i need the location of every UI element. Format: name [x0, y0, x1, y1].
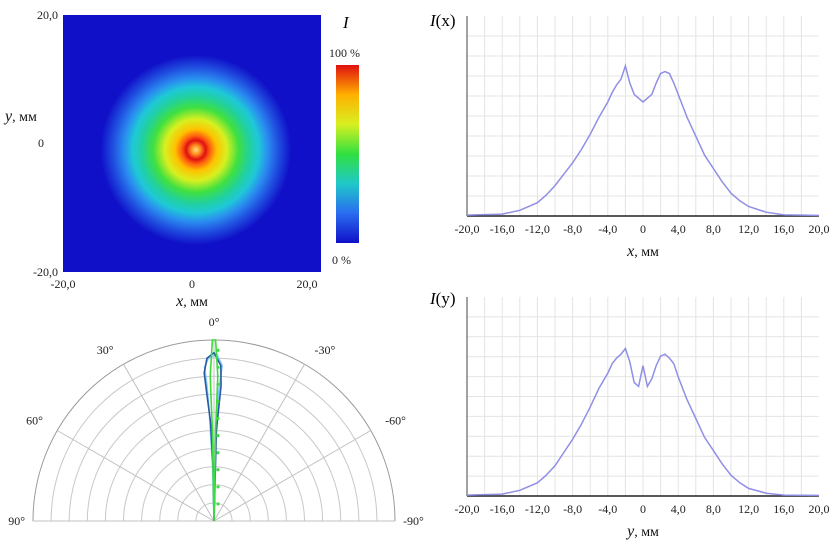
x-tick-label: -20,0 [455, 502, 480, 516]
polar-curves [203, 339, 223, 522]
x-tick-label: 20,0 [809, 502, 830, 516]
heatmap-ytick-bottom: -20,0 [33, 265, 58, 279]
polar-angle-label: -30° [315, 343, 336, 357]
x-tick-label: 4,0 [671, 222, 686, 236]
polar-marker [216, 365, 220, 369]
x-tick-label: 8,0 [706, 502, 721, 516]
heatmap-panel: -20,0 0 20,0 20,0 0 -20,0 x, мм y, мм I … [3, 8, 360, 310]
iy-title: I(y) [429, 289, 456, 308]
x-tick-label: -16,0 [490, 222, 515, 236]
colorbar-max-label: 100 % [329, 46, 360, 60]
heatmap-xtick-right: 20,0 [297, 277, 318, 291]
ix-xlabel-unit: , мм [634, 245, 659, 260]
colorbar-min-label: 0 % [332, 253, 351, 267]
heatmap-xtick-mid: 0 [189, 277, 195, 291]
x-tick-label: -12,0 [525, 502, 550, 516]
polar-angle-label: 60° [26, 414, 43, 428]
iy-grid [467, 297, 819, 496]
heatmap-title: I [342, 13, 350, 32]
polar-angle-labels: 0° 30° -30° 60° -60° 90° -90° [8, 315, 424, 528]
heatmap-ylabel-unit: , мм [12, 110, 37, 125]
heatmap-ylabel: y, мм [3, 108, 37, 125]
polar-marker [216, 382, 220, 386]
x-tick-label: 16,0 [773, 502, 794, 516]
polar-marker [216, 434, 220, 438]
x-tick-label: -4,0 [598, 502, 617, 516]
colorbar [336, 65, 359, 243]
heatmap-xlabel: x, мм [175, 293, 208, 310]
polar-marker [216, 502, 220, 506]
polar-marker [216, 451, 220, 455]
heatmap-ylabel-var: y [3, 108, 13, 125]
x-tick-label: -12,0 [525, 222, 550, 236]
polar-marker [216, 485, 220, 489]
polar-spoke [213, 363, 305, 522]
x-tick-label: 0 [640, 222, 646, 236]
polar-spoke [56, 430, 215, 522]
ix-profile-panel: -20,0 -16,0 -12,0 -8,0 -4,0 0 4,0 8,0 12,0 16,0 20… [429, 11, 830, 260]
x-tick-label: 20,0 [809, 222, 830, 236]
polar-angle-label: -90° [403, 514, 424, 528]
x-tick-label: 0 [640, 502, 646, 516]
ix-xlabel-var: x [626, 243, 634, 260]
x-tick-label: 12,0 [738, 502, 759, 516]
x-tick-label: 12,0 [738, 222, 759, 236]
iy-xlabel: y, мм [625, 523, 659, 540]
x-tick-label: -8,0 [563, 222, 582, 236]
iy-profile-panel: -20,0 -16,0 -12,0 -8,0 -4,0 0 4,0 8,0 12,0 16,0 20… [429, 289, 830, 540]
heatmap-intensity [63, 15, 321, 272]
x-tick-label: 16,0 [773, 222, 794, 236]
ix-title-arg: (x) [436, 11, 456, 30]
polar-spoke [213, 430, 372, 522]
x-tick-label: -4,0 [598, 222, 617, 236]
ix-title: I(x) [429, 11, 456, 30]
heatmap-xlabel-var: x [175, 293, 183, 310]
polar-marker [216, 468, 220, 472]
polar-marker [216, 348, 220, 352]
x-tick-label: -20,0 [455, 222, 480, 236]
x-tick-label: -8,0 [563, 502, 582, 516]
iy-title-arg: (y) [436, 289, 456, 308]
polar-curve [209, 339, 219, 522]
iy-title-var: I [429, 289, 437, 308]
polar-marker [216, 399, 220, 404]
polar-angle-label: 30° [97, 343, 114, 357]
polar-angle-label: 0° [209, 315, 220, 329]
polar-marker [216, 416, 220, 421]
x-tick-label: 4,0 [671, 502, 686, 516]
iy-xlabel-unit: , мм [634, 525, 659, 540]
ix-grid [467, 16, 819, 216]
ix-title-var: I [429, 11, 437, 30]
polar-angle-label: -60° [385, 414, 406, 428]
iy-profile-curve [466, 346, 820, 497]
iy-tick-labels: -20,0 -16,0 -12,0 -8,0 -4,0 0 4,0 8,0 12,0 16,0 20… [455, 502, 830, 516]
ix-xlabel: x, мм [626, 243, 659, 260]
iy-xlabel-var: y [625, 523, 635, 540]
polar-diagram-panel: 0° 30° -30° 60° -60° 90° -90° [8, 315, 424, 528]
polar-spoke [123, 363, 215, 522]
heatmap-xlabel-unit: , мм [183, 295, 208, 310]
ix-tick-labels: -20,0 -16,0 -12,0 -8,0 -4,0 0 4,0 8,0 12,0 16,0 20… [455, 222, 830, 236]
x-tick-label: 8,0 [706, 222, 721, 236]
heatmap-ytick-top: 20,0 [37, 8, 58, 22]
heatmap-ytick-mid: 0 [38, 136, 44, 150]
ix-profile-curve [466, 63, 820, 217]
x-tick-label: -16,0 [490, 502, 515, 516]
polar-angle-label: 90° [8, 514, 25, 528]
polar-curve [203, 351, 222, 522]
heatmap-xtick-left: -20,0 [51, 277, 76, 291]
